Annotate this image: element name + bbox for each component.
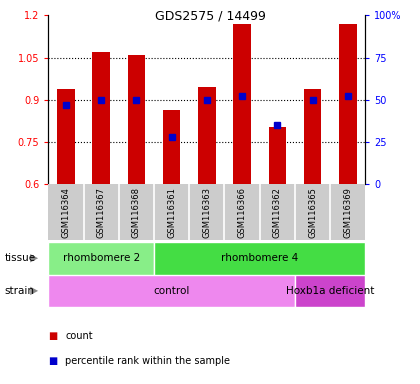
Text: rhombomere 4: rhombomere 4 <box>221 253 298 263</box>
Bar <box>339 24 357 184</box>
Bar <box>57 89 75 184</box>
Bar <box>198 87 215 184</box>
Text: GSM116362: GSM116362 <box>273 187 282 238</box>
Text: percentile rank within the sample: percentile rank within the sample <box>65 356 230 366</box>
Text: strain: strain <box>4 286 34 296</box>
Bar <box>304 89 321 184</box>
Bar <box>128 55 145 184</box>
Text: ■: ■ <box>48 331 58 341</box>
Text: Hoxb1a deficient: Hoxb1a deficient <box>286 286 374 296</box>
Bar <box>48 242 154 275</box>
Text: tissue: tissue <box>4 253 35 263</box>
Text: rhombomere 2: rhombomere 2 <box>63 253 140 263</box>
Text: GSM116368: GSM116368 <box>132 187 141 238</box>
Bar <box>163 110 181 184</box>
Text: GSM116363: GSM116363 <box>202 187 211 238</box>
Bar <box>268 127 286 184</box>
Bar <box>295 275 365 307</box>
Text: GSM116364: GSM116364 <box>61 187 71 238</box>
Text: control: control <box>153 286 190 296</box>
Text: GSM116366: GSM116366 <box>238 187 247 238</box>
Text: ■: ■ <box>48 356 58 366</box>
Bar <box>92 52 110 184</box>
Bar <box>233 24 251 184</box>
Text: GSM116369: GSM116369 <box>343 187 352 238</box>
Polygon shape <box>30 286 38 295</box>
Polygon shape <box>30 254 38 263</box>
Bar <box>48 275 295 307</box>
Text: GSM116365: GSM116365 <box>308 187 317 238</box>
Text: GSM116367: GSM116367 <box>97 187 106 238</box>
Bar <box>154 242 365 275</box>
Text: GDS2575 / 14499: GDS2575 / 14499 <box>155 10 265 23</box>
Text: count: count <box>65 331 93 341</box>
Text: GSM116361: GSM116361 <box>167 187 176 238</box>
